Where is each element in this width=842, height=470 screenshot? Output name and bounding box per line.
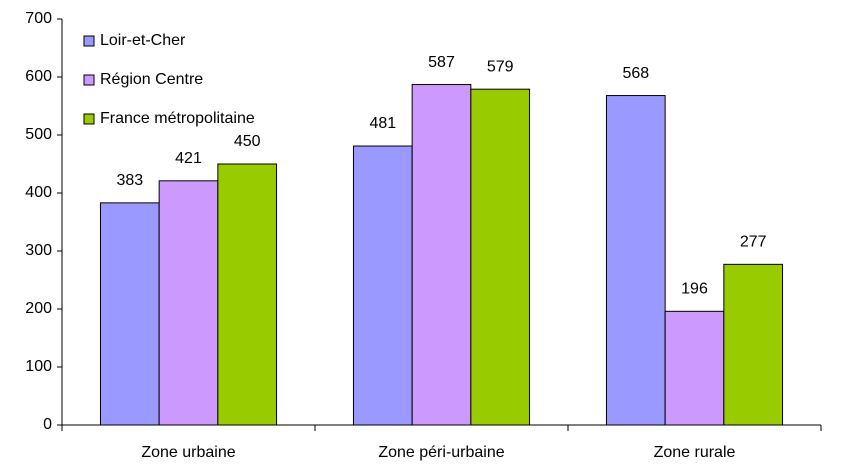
data-label: 277: [740, 234, 767, 251]
bar: [605, 95, 666, 426]
legend-swatch: [83, 113, 95, 125]
bar: [158, 180, 219, 426]
y-tick-label: 200: [25, 300, 52, 317]
x-tick-label: Zone péri-urbaine: [378, 444, 504, 461]
data-label: 196: [681, 281, 708, 298]
y-tick-label: 700: [25, 10, 52, 27]
y-tick-label: 0: [43, 416, 52, 433]
data-label: 383: [116, 172, 143, 189]
y-tick-label: 100: [25, 358, 52, 375]
bar: [352, 145, 413, 426]
bar: [217, 163, 278, 426]
legend-swatch: [83, 74, 95, 86]
x-tick-label: Zone urbaine: [141, 444, 235, 461]
data-label: 579: [487, 58, 514, 75]
x-tick-label: Zone rurale: [654, 444, 736, 461]
y-tick-label: 500: [25, 126, 52, 143]
bar: [723, 263, 784, 426]
data-label: 481: [369, 115, 396, 132]
bar: [99, 202, 160, 426]
data-label: 421: [175, 150, 202, 167]
bar: [664, 310, 725, 426]
data-label: 587: [428, 54, 455, 71]
legend-swatch: [83, 35, 95, 47]
data-label: 568: [622, 65, 649, 82]
legend-label: Région Centre: [100, 71, 203, 88]
y-tick-label: 400: [25, 184, 52, 201]
bar: [470, 88, 531, 426]
legend-label: Loir-et-Cher: [100, 32, 186, 49]
y-tick-label: 300: [25, 242, 52, 259]
y-tick-label: 600: [25, 68, 52, 85]
legend-label: France métropolitaine: [100, 110, 255, 127]
bar: [411, 84, 472, 426]
data-label: 450: [234, 133, 261, 150]
